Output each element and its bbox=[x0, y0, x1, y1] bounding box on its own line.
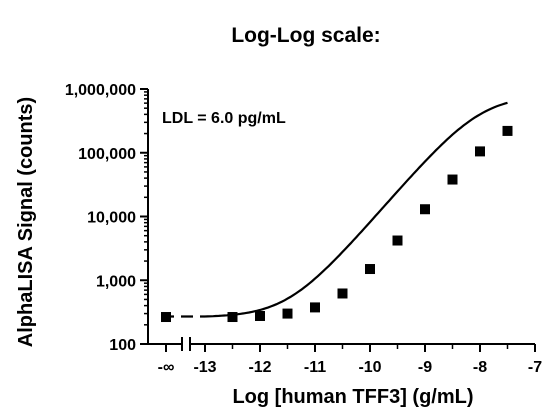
data-point bbox=[227, 312, 238, 323]
data-point bbox=[392, 235, 403, 246]
x-tick-label: -11 bbox=[304, 359, 326, 376]
axes: 100 1,000 10,000 100,000 1,000,000 -∞ -13 -12 -1… bbox=[65, 82, 542, 376]
y-tick-label: 1,000,000 bbox=[65, 82, 136, 99]
data-point bbox=[255, 310, 265, 321]
data-point bbox=[475, 146, 485, 157]
data-point bbox=[337, 288, 348, 299]
y-tick-label: 1,000 bbox=[96, 273, 136, 290]
data-points-layer bbox=[161, 125, 513, 323]
y-tick-label: 100 bbox=[109, 337, 136, 354]
x-axis-label: Log [human TFF3] (g/mL) bbox=[232, 386, 473, 408]
x-tick-label: -∞ bbox=[158, 359, 175, 376]
x-tick-label: -13 bbox=[193, 359, 216, 376]
x-tick-label: -9 bbox=[418, 359, 432, 376]
data-point-zero bbox=[161, 312, 171, 323]
x-tick-label: -7 bbox=[528, 359, 542, 376]
data-point bbox=[420, 204, 430, 215]
chart-title: Log-Log scale: bbox=[231, 24, 380, 47]
fit-curve bbox=[204, 101, 508, 318]
y-tick-label: 100,000 bbox=[78, 146, 136, 163]
data-point bbox=[282, 308, 293, 319]
data-point bbox=[365, 264, 375, 275]
data-point bbox=[447, 174, 458, 185]
y-tick-label: 10,000 bbox=[87, 210, 136, 227]
fit-curve-layer bbox=[162, 101, 508, 318]
x-tick-label: -12 bbox=[248, 359, 271, 376]
y-axis-label: AlphaLISA Signal (counts) bbox=[15, 97, 37, 347]
x-tick-label: -8 bbox=[473, 359, 487, 376]
data-point bbox=[502, 125, 513, 136]
x-tick-label: -10 bbox=[358, 359, 381, 376]
data-point bbox=[310, 302, 320, 313]
ldl-annotation: LDL = 6.0 pg/mL bbox=[162, 110, 286, 127]
